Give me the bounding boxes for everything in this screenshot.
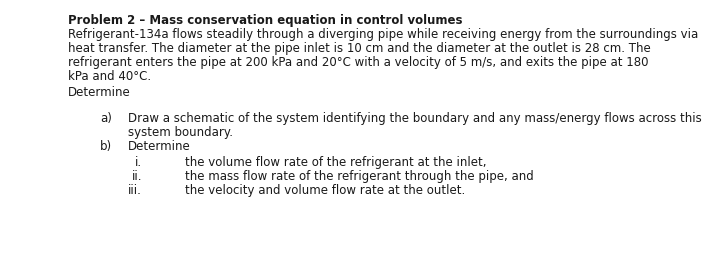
Text: refrigerant enters the pipe at 200 kPa and 20°C with a velocity of 5 m/s, and ex: refrigerant enters the pipe at 200 kPa a… [68, 56, 649, 69]
Text: the volume flow rate of the refrigerant at the inlet,: the volume flow rate of the refrigerant … [185, 156, 487, 169]
Text: ii.: ii. [132, 170, 142, 183]
Text: heat transfer. The diameter at the pipe inlet is 10 cm and the diameter at the o: heat transfer. The diameter at the pipe … [68, 42, 651, 55]
Text: system boundary.: system boundary. [128, 126, 233, 139]
Text: iii.: iii. [128, 184, 142, 197]
Text: the mass flow rate of the refrigerant through the pipe, and: the mass flow rate of the refrigerant th… [185, 170, 534, 183]
Text: Refrigerant-134a flows steadily through a diverging pipe while receiving energy : Refrigerant-134a flows steadily through … [68, 28, 698, 41]
Text: Determine: Determine [128, 140, 191, 153]
Text: a): a) [100, 112, 112, 125]
Text: b): b) [100, 140, 112, 153]
Text: Draw a schematic of the system identifying the boundary and any mass/energy flow: Draw a schematic of the system identifyi… [128, 112, 702, 125]
Text: the velocity and volume flow rate at the outlet.: the velocity and volume flow rate at the… [185, 184, 465, 197]
Text: Determine: Determine [68, 86, 131, 99]
Text: i.: i. [135, 156, 142, 169]
Text: Problem 2 – Mass conservation equation in control volumes: Problem 2 – Mass conservation equation i… [68, 14, 462, 27]
Text: kPa and 40°C.: kPa and 40°C. [68, 70, 151, 83]
